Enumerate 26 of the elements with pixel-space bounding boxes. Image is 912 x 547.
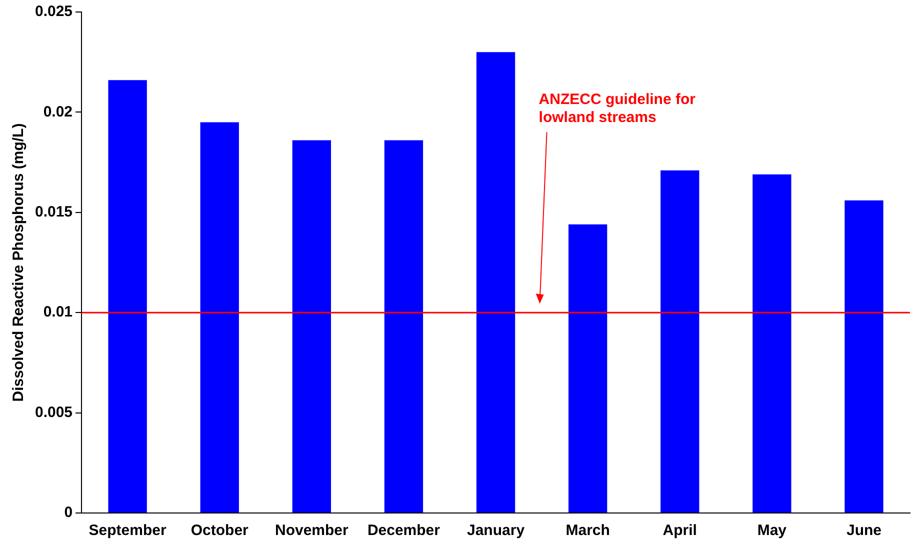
x-tick-label: March xyxy=(566,522,610,540)
y-tick-label: 0.005 xyxy=(34,404,73,421)
x-tick-label: September xyxy=(88,522,166,540)
bar xyxy=(844,200,884,512)
x-tick-label: January xyxy=(466,522,526,540)
x-tick-label: December xyxy=(367,522,440,540)
y-axis-title: Dissolved Reactive Phosphorus (mg/L) xyxy=(10,123,28,402)
x-tick-label: October xyxy=(190,522,249,540)
x-tick-label: June xyxy=(846,522,882,540)
bar xyxy=(568,224,608,512)
bar xyxy=(476,52,516,512)
bar xyxy=(292,140,331,512)
y-tick-label: 0 xyxy=(64,504,73,522)
y-tick-label: 0.015 xyxy=(34,204,73,221)
y-tick-label: 0.02 xyxy=(43,103,73,120)
bar xyxy=(108,80,147,512)
bar xyxy=(384,140,424,512)
y-tick-label: 0.01 xyxy=(43,304,73,321)
ref-line-label: ANZECC guideline for lowland streams xyxy=(538,90,696,126)
bar xyxy=(660,170,700,512)
x-tick-label: May xyxy=(757,522,788,540)
bar xyxy=(200,122,239,512)
x-tick-label: April xyxy=(662,522,697,540)
x-tick-label: November xyxy=(274,522,349,540)
y-tick-label: 0.025 xyxy=(34,3,73,20)
bar xyxy=(752,174,792,512)
